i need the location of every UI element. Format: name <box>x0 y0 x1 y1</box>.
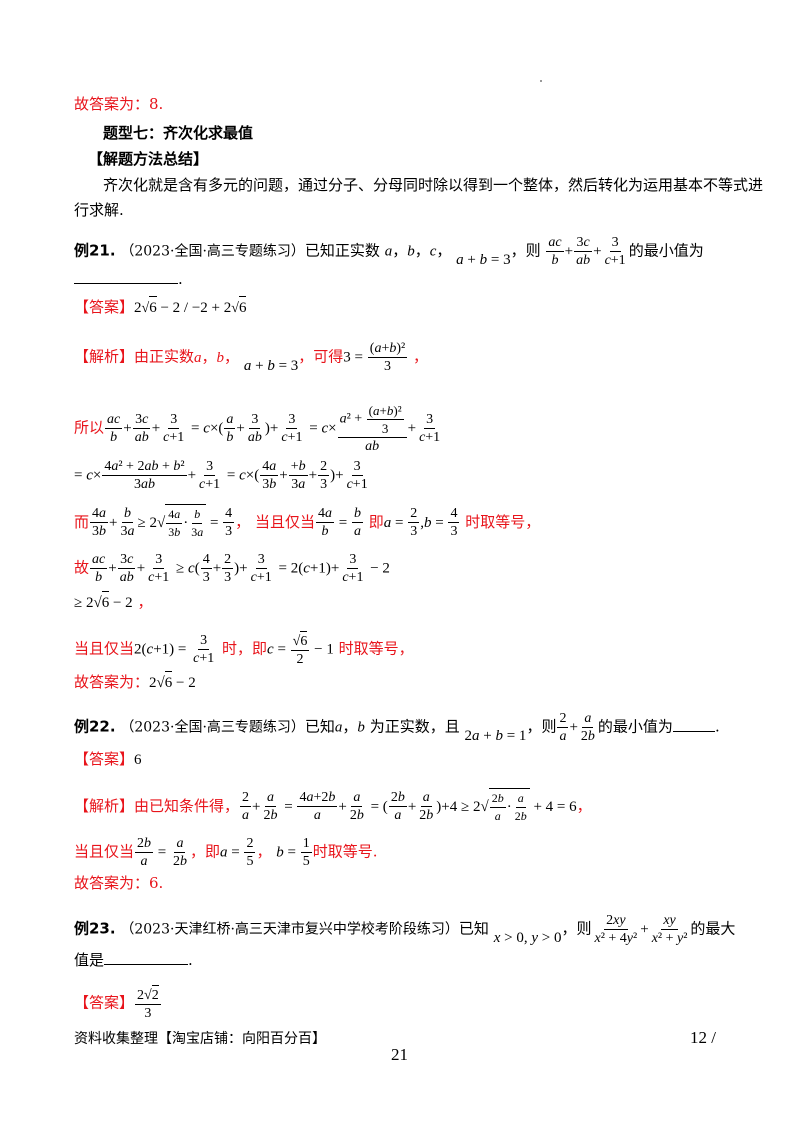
method-text-line2: 行求解. <box>74 201 124 219</box>
stray-dot <box>540 80 542 82</box>
ex22-final-answer: 故答案为：6. <box>74 874 164 892</box>
ex21-analysis-line7: 当且仅当2(c+1) = 3 c+1 时，即c = √6 2 − 1 时取等号， <box>74 631 414 667</box>
method-text-line1: 齐次化就是含有多元的问题，通过分子、分母同时除以得到一个整体，然后转化为运用基本… <box>103 176 764 194</box>
footer-right: 12 / <box>690 1028 716 1047</box>
ex22-analysis-tag: 【解析】 <box>74 796 135 815</box>
ex22-answer: 【答案】6 <box>74 750 142 768</box>
ex22-answer-tag: 【答案】 <box>74 750 135 768</box>
ex22-source: （2023·全国·高三专题练习） <box>120 719 305 736</box>
ex23-answer: 【答案】 2√2 3 <box>74 985 162 1022</box>
ex21-label: 例21. <box>74 241 116 260</box>
ex21-analysis-line3: = c× 4a² + 2ab + b² 3ab +3 c+1 = c×(4a 3b + +b 3… <box>74 459 368 492</box>
ex21-analysis-line1: 【解析】由正实数a，b， a + b = 3，可得3 = (a+b)² 3 ， <box>74 341 428 374</box>
ex22-question: 例22. （2023·全国·高三专题练习）已知a，b 为正实数，且 2a + b… <box>74 711 720 744</box>
previous-answer: 故答案为：8. <box>74 95 164 113</box>
ex21-answer-blank[interactable]: . <box>74 269 183 289</box>
ex23-answer-tag: 【答案】 <box>74 993 135 1012</box>
ex21-source: （2023·全国·高三专题练习） <box>120 243 305 260</box>
ex21-analysis-line5: 故 ac b +3c ab +3 c+1 ≥ c(4 3 +2 3)+ 3 c+1 = 2(c+1)+… <box>74 552 390 585</box>
ex22-label: 例22. <box>74 717 116 736</box>
method-heading: 【解题方法总结】 <box>88 150 209 168</box>
page-number: 21 <box>391 1045 408 1064</box>
ex23-question-line2: 值是. <box>74 951 193 969</box>
ex22-analysis-line2: 当且仅当 2b a = a 2b ，即a = 2 5， b = 1 5 时取等号. <box>74 836 378 869</box>
section-title: 题型七：齐次化求最值 <box>103 124 254 142</box>
ex23-label: 例23. <box>74 919 116 938</box>
ex21-answer-tag: 【答案】 <box>74 298 135 316</box>
ex23-question-line1: 例23. （2023·天津红桥·高三天津市复兴中学校考阶段练习）已知 x > 0… <box>74 913 736 946</box>
ex21-analysis-tag: 【解析】 <box>74 347 135 366</box>
ex22-analysis-line1: 【解析】由已知条件得， 2 a + a 2b = 4a+2b a + a 2b = (2b a + a 2… <box>74 788 592 825</box>
ex23-source: （2023·天津红桥·高三天津市复兴中学校考阶段练习） <box>120 921 459 938</box>
footer-left: 资料收集整理【淘宝店铺：向阳百分百】 <box>74 1031 326 1047</box>
ex21-final-answer: 故答案为：2√6 − 2 <box>74 671 196 691</box>
ex21-analysis-line2: 所以 ac b +3c ab +3 c+1 = c×(a b +3 ab)+ 3 c+1 = c× a²… <box>74 403 441 454</box>
ex21-question-line1: 例21. （2023·全国·高三专题练习）已知正实数 a，b，c， a + b … <box>74 235 704 268</box>
ex21-answer: 【答案】2√6 − 2 / −2 + 2√6 <box>74 296 247 316</box>
ex21-analysis-line6: ≥ 2√6 − 2 ， <box>74 591 153 611</box>
